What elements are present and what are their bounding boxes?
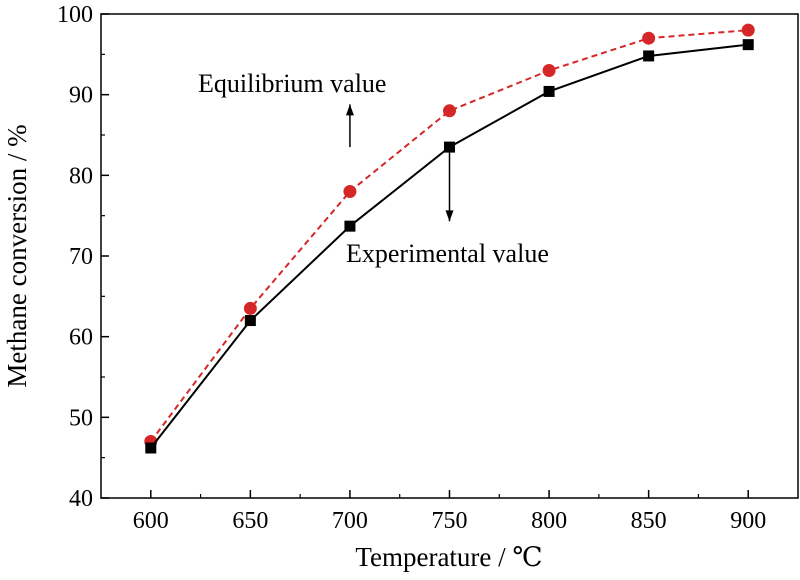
x-tick-label: 650 [232,508,268,534]
y-tick-label: 80 [69,163,93,189]
x-tick-label: 800 [531,508,567,534]
y-tick-label: 90 [69,83,93,109]
data-point [742,39,754,51]
data-point [444,141,455,153]
x-tick-label: 600 [133,508,169,534]
x-tick-label: 700 [332,508,368,534]
y-axis-title: Methane conversion / % [2,124,32,387]
data-point [343,184,357,198]
data-point [243,301,257,315]
y-tick-label: 60 [69,325,93,351]
series-0 [144,23,755,449]
data-point [643,50,655,62]
experimental-annotation: Experimental value [346,239,549,268]
series-1 [145,39,754,454]
data-point [542,63,556,77]
series-layer [144,23,755,454]
annotation-arrow-head [445,210,454,222]
data-point [741,23,755,37]
data-point [543,85,555,97]
x-axis-title: Temperature / ℃ [355,542,542,572]
data-point [344,220,356,232]
y-tick-label: 100 [57,2,93,28]
x-tick-label: 900 [730,508,766,534]
data-point [244,315,256,327]
y-axis: 40 50 60 70 80 90 100 [57,2,109,512]
equilibrium-annotation: Equilibrium value [198,69,386,98]
annotation-arrow-head [345,104,354,116]
x-tick-label: 750 [432,508,468,534]
data-point [145,442,157,454]
y-tick-label: 40 [69,486,93,512]
data-point [642,31,656,45]
data-point [443,104,456,118]
y-tick-label: 50 [69,405,93,431]
x-axis: 600 650 700 750 800 850 900 [133,490,766,534]
y-tick-label: 70 [69,244,93,270]
x-tick-label: 850 [631,508,667,534]
annotations: Equilibrium value Experimental value [198,69,549,268]
